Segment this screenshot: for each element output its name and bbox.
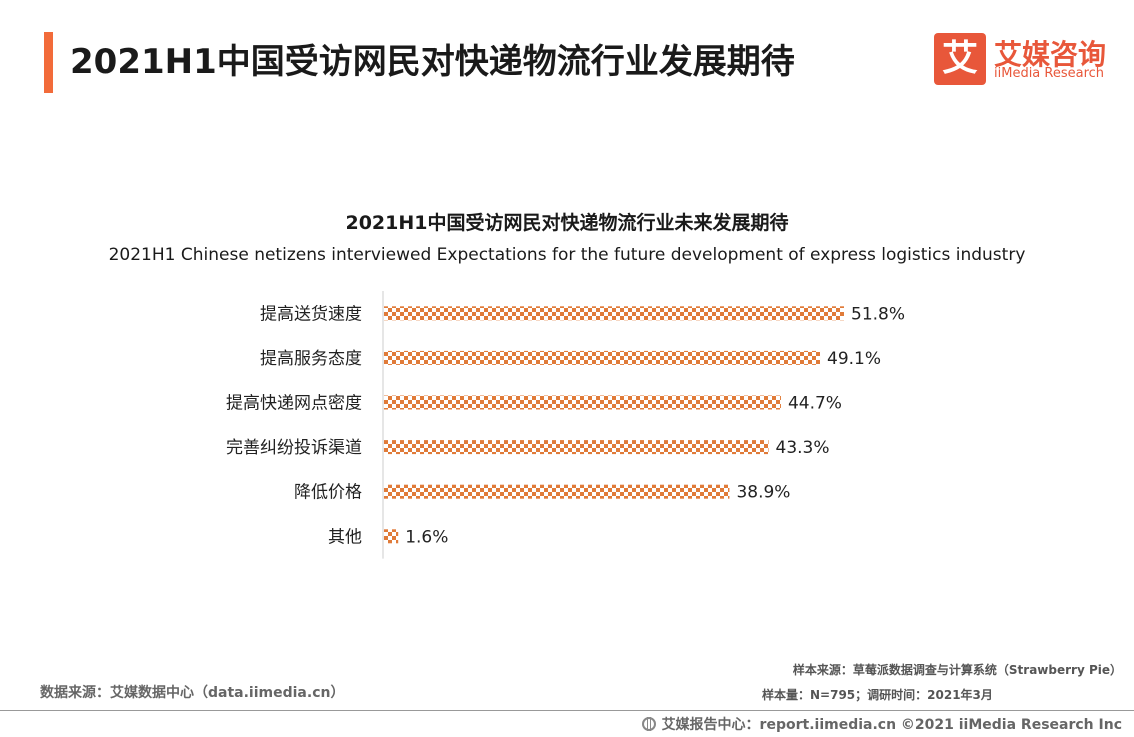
bar bbox=[384, 484, 730, 499]
sample-size: 样本量：N=795；调研时间：2021年3月 bbox=[762, 688, 993, 702]
page-title: 2021H1中国受访网民对快递物流行业发展期待 bbox=[70, 42, 795, 82]
copyright-text: 艾媒报告中心：report.iimedia.cn ©2021 iiMedia R… bbox=[661, 717, 1122, 733]
data-label: 44.7% bbox=[788, 394, 842, 414]
logo-name-en: iiMedia Research bbox=[994, 66, 1105, 81]
data-label: 51.8% bbox=[851, 304, 905, 324]
bar bbox=[384, 306, 844, 321]
category-label: 降低价格 bbox=[294, 483, 362, 503]
sample-source: 样本来源：草莓派数据调查与计算系统（Strawberry Pie） bbox=[792, 663, 1122, 677]
chart-subtitle: 2021H1 Chinese netizens interviewed Expe… bbox=[108, 245, 1026, 265]
category-label: 提高送货速度 bbox=[260, 304, 362, 324]
category-label: 完善纠纷投诉渠道 bbox=[226, 438, 362, 458]
title-accent-bar bbox=[44, 32, 53, 93]
footer-divider bbox=[0, 710, 1134, 711]
chart-title: 2021H1中国受访网民对快递物流行业未来发展期待 bbox=[345, 212, 789, 234]
data-source: 数据来源：艾媒数据中心（data.iimedia.cn） bbox=[40, 685, 345, 701]
data-label: 38.9% bbox=[736, 483, 790, 503]
bar bbox=[384, 350, 821, 365]
category-label: 其他 bbox=[328, 527, 362, 547]
footer-copyright: 艾媒报告中心：report.iimedia.cn ©2021 iiMedia R… bbox=[641, 714, 1122, 734]
data-label: 1.6% bbox=[405, 527, 448, 547]
category-label: 提高快递网点密度 bbox=[226, 394, 362, 414]
bar bbox=[384, 440, 769, 455]
logo-mark: 艾 bbox=[934, 33, 986, 85]
logo-name-cn: 艾媒咨询 bbox=[994, 38, 1107, 71]
bar bbox=[384, 395, 781, 410]
data-label: 43.3% bbox=[776, 438, 830, 458]
iimedia-logo: 艾 艾媒咨询 iiMedia Research bbox=[934, 33, 1124, 85]
category-label: 提高服务态度 bbox=[260, 349, 362, 369]
globe-icon bbox=[641, 717, 656, 731]
bar bbox=[384, 529, 399, 544]
data-label: 49.1% bbox=[827, 349, 881, 369]
